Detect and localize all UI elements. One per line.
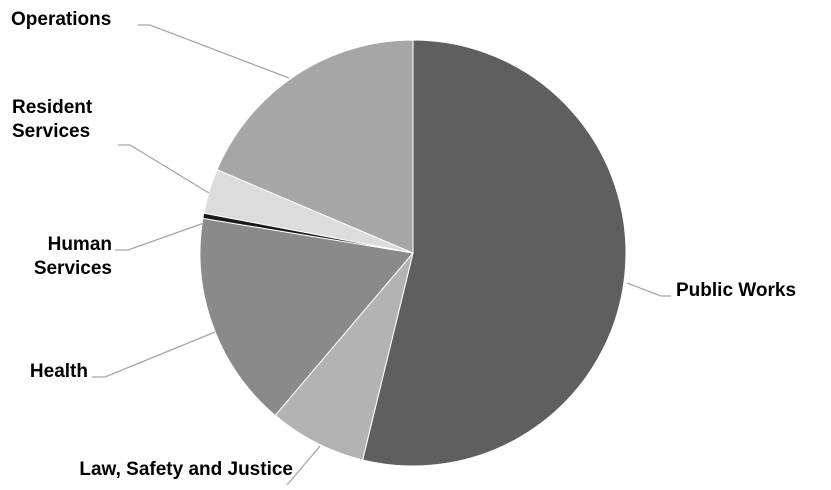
pie-slice-public-works — [362, 39, 627, 467]
slice-label-human-services: Human Services — [34, 234, 112, 279]
slice-label-health: Health — [30, 361, 88, 382]
slices-layer — [199, 39, 627, 467]
pie-slice-operations — [216, 39, 414, 254]
leader-lines-layer — [92, 24, 671, 486]
slice-label-operations: Operations — [11, 9, 111, 30]
leader-line-human-services — [115, 222, 205, 251]
slice-label-law-safety-and-justice: Law, Safety and Justice — [79, 459, 293, 480]
leader-line-operations — [138, 24, 290, 79]
leader-line-resident-services — [118, 144, 210, 194]
leader-line-law-safety-and-justice — [286, 445, 321, 486]
slice-label-resident-services: Resident Services — [12, 97, 93, 142]
leader-line-public-works — [626, 282, 671, 297]
pie-slice-law-safety-and-justice — [274, 252, 414, 461]
leader-line-health — [92, 331, 216, 378]
slice-label-public-works: Public Works — [676, 280, 796, 301]
pie-slice-health — [199, 217, 414, 417]
labels-layer: Public Works Law, Safety and Justice Healt… — [11, 9, 796, 480]
